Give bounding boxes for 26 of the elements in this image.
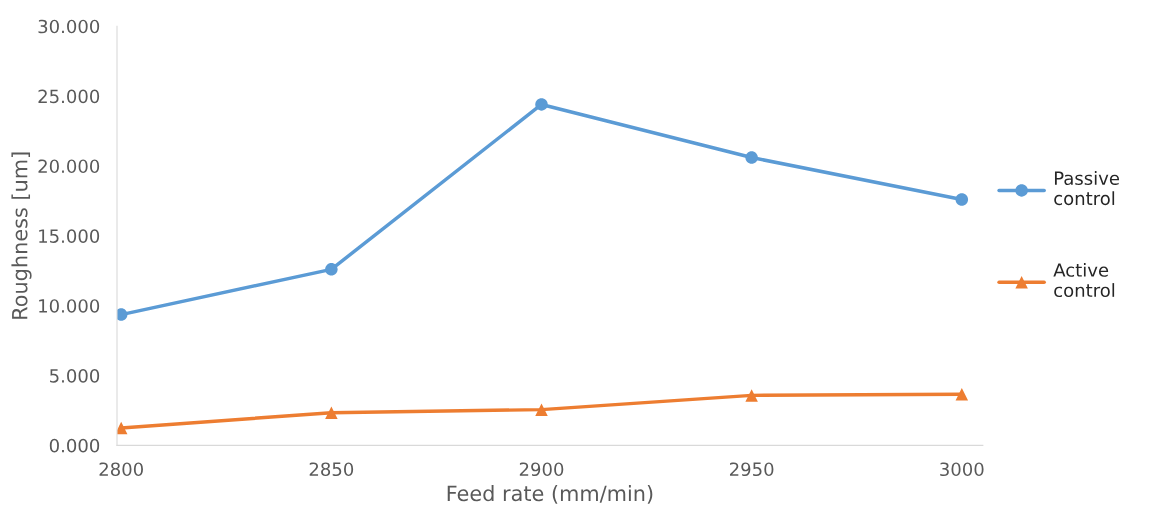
point: [117, 421, 128, 435]
point: [325, 406, 338, 419]
y-tick-label: 0.000: [49, 438, 100, 453]
x-axis-title: Feed rate (mm/min): [447, 485, 653, 504]
y-tick-label: 5.000: [50, 368, 100, 383]
legend-label: Passive control: [1054, 171, 1120, 206]
x-tick-label: 2900: [519, 462, 564, 477]
point: [955, 388, 969, 401]
point: [325, 263, 338, 276]
point: [535, 403, 548, 416]
y-tick-label: 30.000: [38, 19, 100, 34]
y-axis-title: Roughness [um]: [11, 152, 32, 319]
point: [745, 389, 758, 402]
point: [535, 98, 548, 111]
x-tick-label: 2950: [729, 462, 774, 477]
x-tick-label: 3000: [940, 462, 984, 477]
point: [745, 151, 758, 164]
x-tick-label: 2850: [309, 462, 354, 477]
point: [955, 193, 969, 206]
y-tick-label: 10.000: [39, 299, 100, 313]
y-tick-label: 15.000: [39, 229, 100, 243]
point: [117, 308, 128, 321]
x-tick-label: 2800: [99, 462, 143, 477]
y-tick-label: 25.000: [38, 89, 100, 104]
y-tick-label: 20.000: [38, 159, 100, 174]
legend-label: Active control: [1053, 262, 1115, 298]
